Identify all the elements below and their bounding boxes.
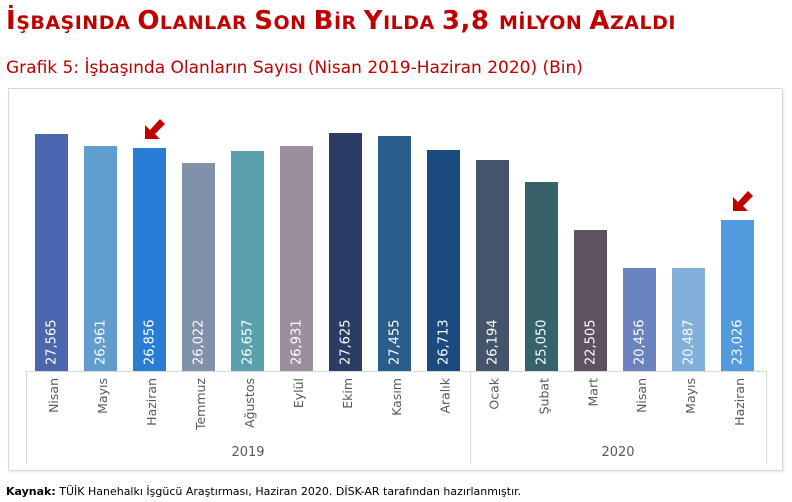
- bar[interactable]: 27,625: [329, 133, 362, 371]
- bar[interactable]: 20,456: [623, 268, 656, 371]
- page-title: İŞBAŞINDA OLANLAR SON BİR YILDA 3,8 MİLY…: [6, 6, 676, 36]
- bar-value-label: 23,026: [730, 319, 745, 366]
- title-part-smallcaps: İR: [333, 12, 364, 34]
- bar[interactable]: 26,931: [280, 146, 313, 371]
- category-label-text: Şubat: [536, 378, 551, 415]
- category-label-text: Mayıs: [683, 378, 698, 414]
- source-note: Kaynak: TÜİK Hanehalkı İşgücü Araştırmas…: [6, 485, 521, 498]
- category-label-text: Temmuz: [193, 378, 208, 431]
- bar[interactable]: 27,565: [35, 134, 68, 371]
- bar-value-label: 26,022: [191, 319, 206, 366]
- source-text: TÜİK Hanehalkı İşgücü Araştırması, Hazir…: [55, 485, 522, 498]
- axis-left-divider: [26, 371, 27, 464]
- title-part: B: [313, 6, 334, 36]
- bar[interactable]: 25,050: [525, 182, 558, 371]
- bar-value-label: 26,194: [485, 319, 500, 366]
- category-label: Mart: [580, 378, 600, 458]
- category-label: Haziran: [139, 378, 159, 458]
- category-label: Eylül: [286, 378, 306, 458]
- category-label: Kasım: [384, 378, 404, 458]
- title-part-smallcaps: MİLYON: [499, 12, 590, 34]
- category-label-text: Nisan: [46, 378, 61, 413]
- category-label-text: Kasım: [389, 378, 404, 416]
- down-left-arrow-icon: [143, 115, 169, 141]
- bar-value-label: 27,565: [44, 319, 59, 366]
- category-label-text: Aralık: [438, 378, 453, 414]
- category-label-text: Nisan: [634, 378, 649, 413]
- title-part: İ: [6, 6, 17, 36]
- source-label: Kaynak:: [6, 485, 56, 498]
- down-left-arrow-icon: [731, 187, 757, 213]
- category-label: Mayıs: [678, 378, 698, 458]
- title-part: S: [254, 6, 274, 36]
- title-part-smallcaps: ŞBAŞINDA: [16, 12, 138, 34]
- category-label-text: Mayıs: [95, 378, 110, 414]
- category-label-text: Ekim: [340, 378, 355, 409]
- category-label: Ağustos: [237, 378, 257, 458]
- category-label-text: Ocak: [487, 378, 502, 410]
- category-label: Temmuz: [188, 378, 208, 458]
- bar[interactable]: 26,657: [231, 151, 264, 371]
- title-part: A: [589, 6, 610, 36]
- category-label-text: Haziran: [732, 378, 747, 426]
- bar-value-label: 26,961: [93, 319, 108, 366]
- bar[interactable]: 20,487: [672, 268, 705, 371]
- chart-subtitle: Grafik 5: İşbaşında Olanların Sayısı (Ni…: [6, 58, 583, 78]
- year-label-2019: 2019: [231, 445, 265, 460]
- year-label-2020: 2020: [601, 445, 635, 460]
- year-group-divider: [470, 371, 471, 464]
- title-part-smallcaps: ZALDI: [610, 12, 676, 34]
- title-part-smallcaps: LANLAR: [159, 12, 255, 34]
- bar[interactable]: 26,194: [476, 160, 509, 371]
- bar-value-label: 26,713: [436, 319, 451, 366]
- bar-value-label: 22,505: [583, 319, 598, 366]
- category-label-text: Ağustos: [242, 378, 257, 428]
- category-label-text: Eylül: [291, 378, 306, 409]
- category-label: Aralık: [433, 378, 453, 458]
- bar-value-label: 27,455: [387, 319, 402, 366]
- title-part: Y: [363, 6, 384, 36]
- title-part-smallcaps: ILDA: [383, 12, 442, 34]
- bar[interactable]: 26,713: [427, 150, 460, 371]
- category-label: Haziran: [727, 378, 747, 458]
- bar[interactable]: 26,022: [182, 163, 215, 371]
- bar-value-label: 25,050: [534, 319, 549, 366]
- category-label: Nisan: [629, 378, 649, 458]
- bar[interactable]: 23,026: [721, 220, 754, 371]
- bar[interactable]: 26,961: [84, 146, 117, 371]
- bar[interactable]: 26,856: [133, 148, 166, 371]
- category-label: Ocak: [482, 378, 502, 458]
- title-part-smallcaps: ON: [273, 12, 314, 34]
- bar-value-label: 26,657: [240, 319, 255, 366]
- category-label-text: Haziran: [144, 378, 159, 426]
- category-label: Şubat: [531, 378, 551, 458]
- category-label: Nisan: [41, 378, 61, 458]
- chart-frame: [8, 88, 783, 471]
- bar[interactable]: 27,455: [378, 136, 411, 371]
- bar-value-label: 26,931: [289, 319, 304, 366]
- category-label-text: Mart: [585, 378, 600, 407]
- category-label: Ekim: [335, 378, 355, 458]
- category-label: Mayıs: [90, 378, 110, 458]
- title-part: 3,8: [441, 6, 499, 36]
- title-part: O: [137, 6, 160, 36]
- axis-right-divider: [766, 371, 767, 464]
- bar-value-label: 20,456: [632, 319, 647, 366]
- bar-value-label: 20,487: [681, 319, 696, 366]
- bar[interactable]: 22,505: [574, 230, 607, 371]
- bar-value-label: 27,625: [338, 319, 353, 366]
- bar-value-label: 26,856: [142, 319, 157, 366]
- x-axis-line: [26, 371, 766, 372]
